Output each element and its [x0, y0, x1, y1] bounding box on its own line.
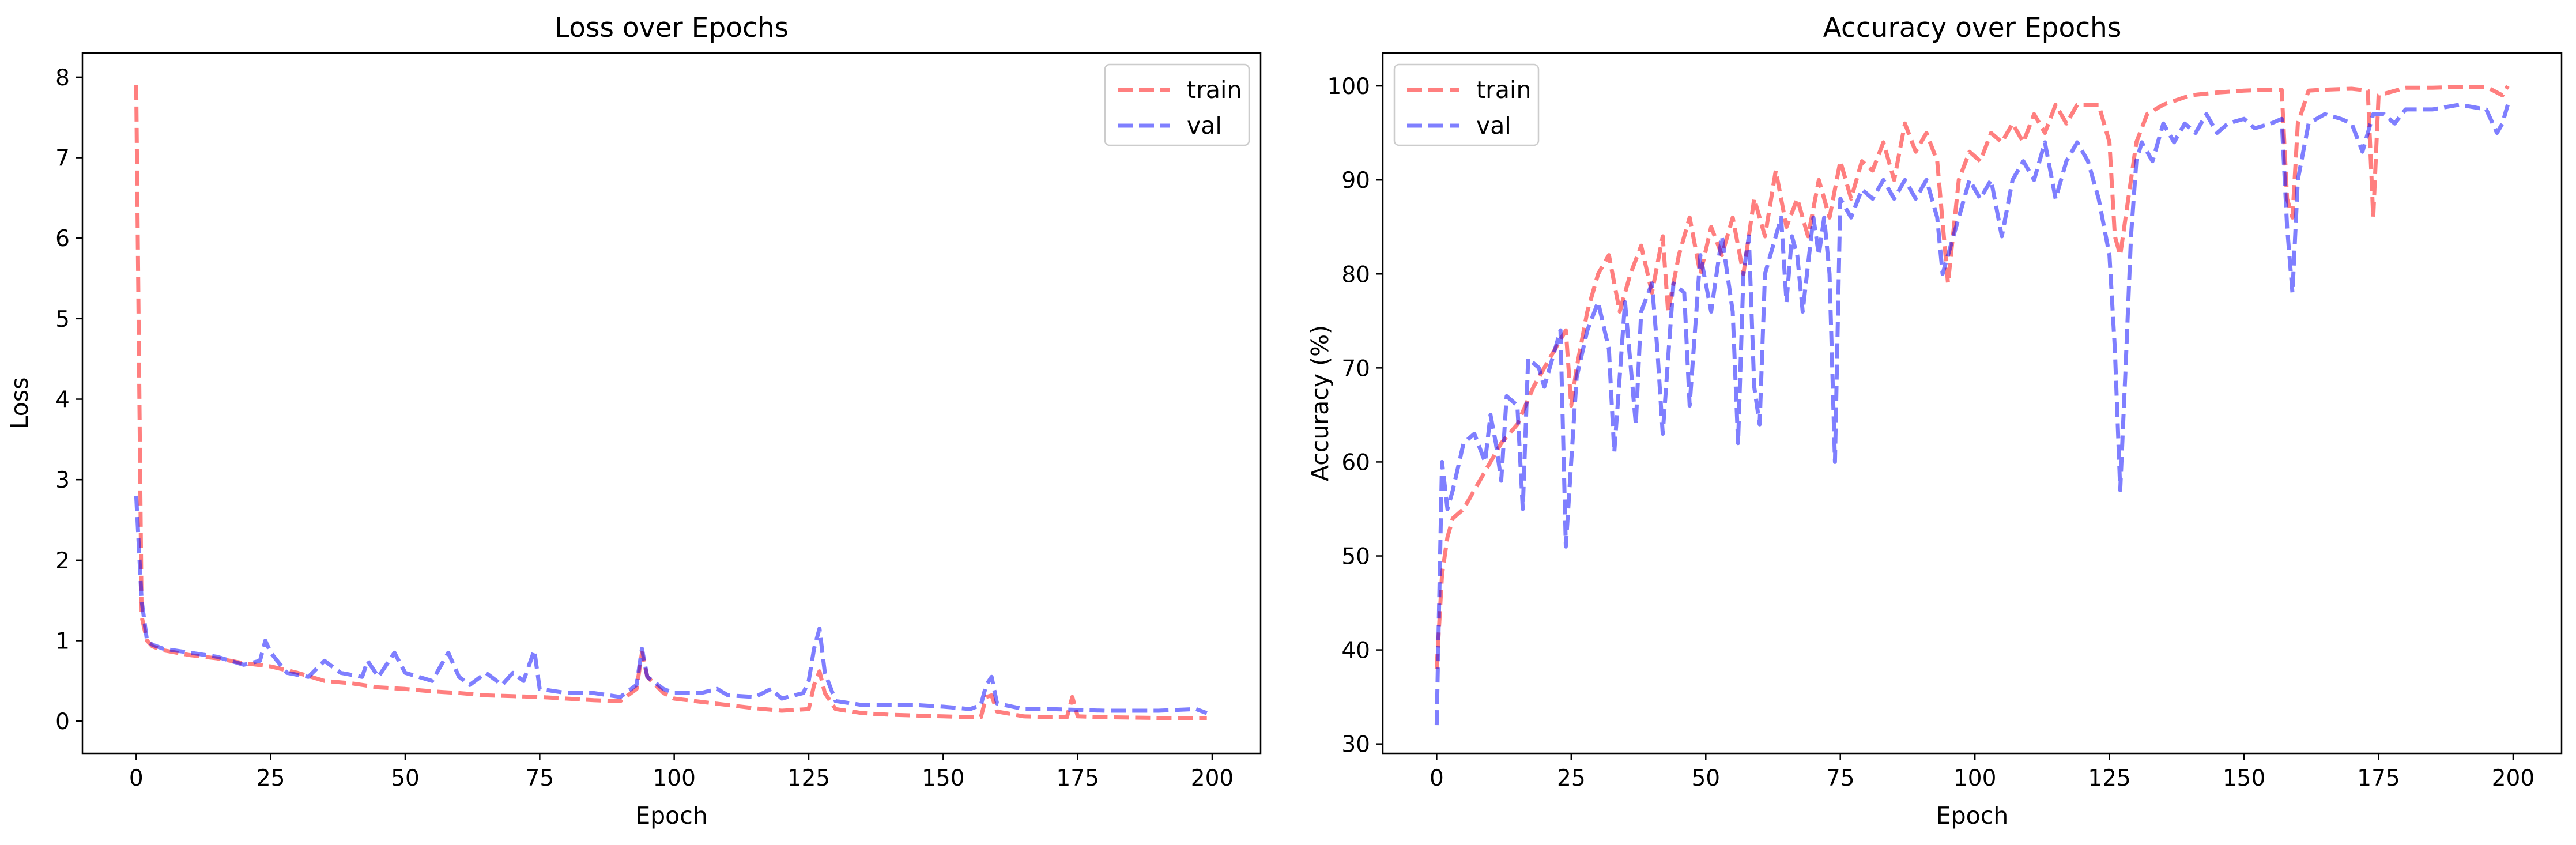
loss-chart-title: Loss over Epochs: [555, 12, 789, 44]
accuracy-y-axis-label: Accuracy (%): [1306, 325, 1334, 481]
accuracy-y-tick-label: 70: [1341, 356, 1370, 382]
loss-x-tick-label: 25: [257, 765, 285, 791]
loss-legend-label-val: val: [1187, 112, 1222, 139]
accuracy-chart-title: Accuracy over Epochs: [1823, 12, 2122, 44]
accuracy-y-tick-label: 100: [1327, 74, 1370, 100]
accuracy-x-tick-label: 100: [1953, 765, 1996, 791]
accuracy-x-axis-label: Epoch: [1936, 802, 2009, 829]
accuracy-x-tick-label: 200: [2492, 765, 2534, 791]
accuracy-x-tick-label: 150: [2223, 765, 2265, 791]
accuracy-x-tick-label: 0: [1430, 765, 1444, 791]
accuracy-chart: Accuracy over Epochs Epoch Accuracy (%) …: [1306, 12, 2563, 829]
loss-series-line-train: [134, 85, 1207, 720]
accuracy-x-tick-label: 75: [1826, 765, 1855, 791]
loss-legend-label-train: train: [1187, 76, 1242, 104]
loss-x-tick-label: 125: [787, 765, 830, 791]
loss-x-tick-label: 75: [526, 765, 555, 791]
loss-y-tick-label: 6: [55, 226, 70, 252]
loss-chart: Loss over Epochs Epoch Loss 0 25 50 75 100 12…: [6, 12, 1262, 829]
loss-series-line-val: [134, 495, 1208, 715]
loss-y-tick-label: 4: [55, 387, 70, 413]
loss-x-tick-label: 150: [922, 765, 964, 791]
accuracy-x-tick-label: 50: [1691, 765, 1720, 791]
loss-x-axis-label: Epoch: [635, 802, 708, 829]
accuracy-x-tick-label: 175: [2357, 765, 2400, 791]
accuracy-legend-label-val: val: [1476, 112, 1511, 139]
accuracy-y-tick-label: 80: [1341, 262, 1370, 288]
loss-y-tick-label: 3: [55, 467, 70, 493]
loss-y-tick-label: 8: [55, 65, 70, 91]
loss-x-tick-label: 0: [129, 765, 144, 791]
accuracy-y-tick-label: 30: [1341, 732, 1370, 758]
accuracy-y-tick-label: 40: [1341, 638, 1370, 664]
loss-y-tick-label: 7: [55, 146, 70, 172]
accuracy-legend: train val: [1393, 63, 1540, 146]
accuracy-x-tick-label: 125: [2088, 765, 2130, 791]
loss-x-tick-label: 200: [1191, 765, 1234, 791]
loss-x-tick-label: 175: [1056, 765, 1099, 791]
accuracy-series-line-val: [1434, 103, 2510, 726]
loss-y-tick-label: 2: [55, 548, 70, 574]
accuracy-axes-frame: [1382, 52, 2563, 755]
loss-axes-frame: [81, 52, 1262, 755]
loss-x-tick-label: 100: [653, 765, 695, 791]
loss-legend: train val: [1104, 63, 1250, 146]
loss-y-tick-label: 0: [55, 709, 70, 735]
accuracy-y-tick-label: 60: [1341, 450, 1370, 476]
accuracy-series-line-train: [1434, 85, 2510, 669]
accuracy-y-tick-label: 90: [1341, 168, 1370, 194]
accuracy-legend-label-train: train: [1476, 76, 1531, 104]
accuracy-y-tick-label: 50: [1341, 544, 1370, 570]
loss-y-tick-label: 5: [55, 307, 70, 333]
loss-x-tick-label: 50: [391, 765, 420, 791]
loss-y-axis-label: Loss: [6, 378, 33, 429]
accuracy-x-tick-label: 25: [1557, 765, 1586, 791]
loss-y-tick-label: 1: [55, 628, 70, 654]
